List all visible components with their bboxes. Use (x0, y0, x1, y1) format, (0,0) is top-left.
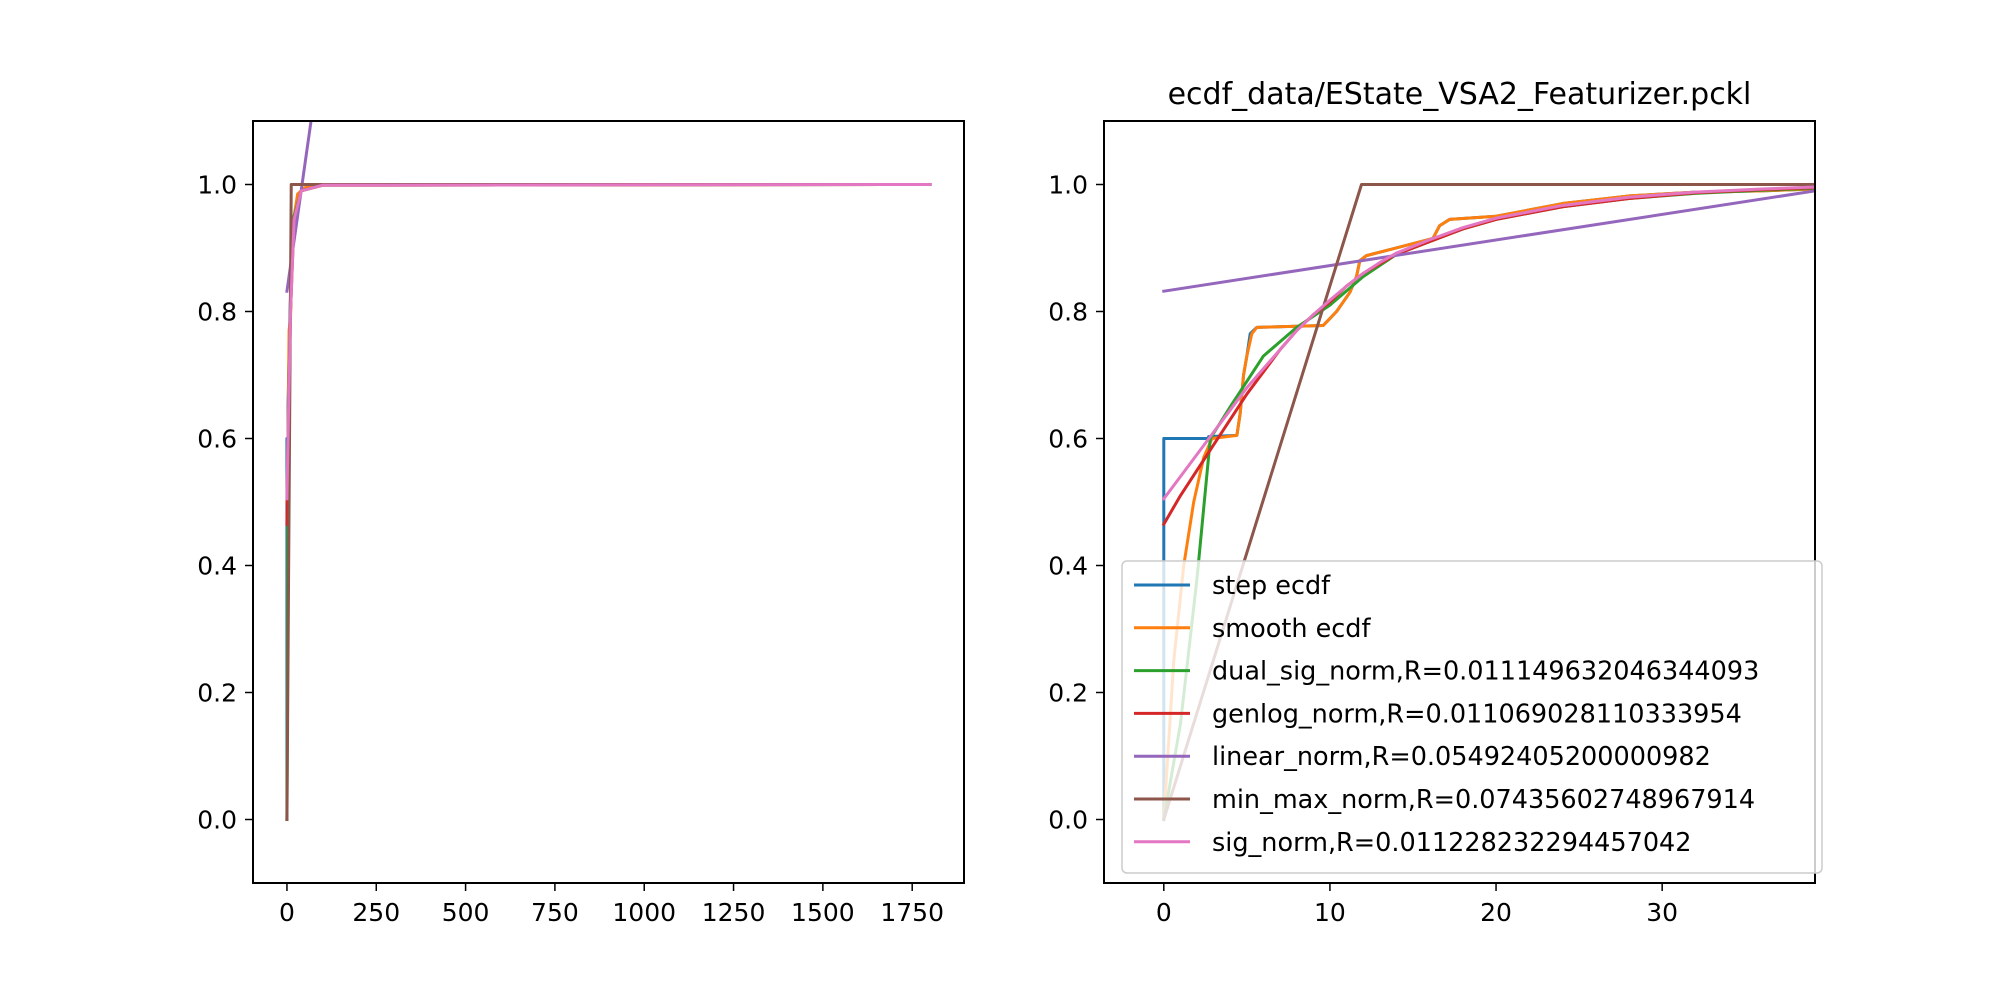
axes-frame (252, 120, 965, 884)
legend-label: step ecdf (1212, 571, 1331, 601)
x-tick-label: 250 (352, 898, 400, 927)
series-line-4 (1161, 186, 1815, 527)
x-tick-label: 750 (531, 898, 579, 927)
series-line-5 (1162, 189, 1815, 293)
y-tick-label: 0.2 (1048, 679, 1088, 708)
series-line-4 (285, 182, 932, 526)
legend-label: linear_norm,R=0.05492405200000982 (1212, 742, 1711, 772)
x-tick-label: 20 (1480, 898, 1512, 927)
y-tick-label: 0.0 (1048, 806, 1088, 835)
series-line-7 (1161, 185, 1815, 501)
axes-frame (1103, 120, 1816, 884)
legend-label: sig_norm,R=0.011228232294457042 (1212, 828, 1692, 858)
y-tick-label: 0.2 (197, 679, 237, 708)
x-tick-label: 0 (1156, 898, 1172, 927)
x-tick-label: 0 (279, 898, 295, 927)
x-tick-label: 1750 (880, 898, 944, 927)
series-line-1 (285, 183, 932, 821)
chart-title: ecdf_data/EState_VSA2_Featurizer.pckl (1168, 77, 1752, 112)
series-line-2 (1162, 187, 1815, 822)
y-tick-label: 0.4 (1048, 552, 1088, 581)
x-tick-label: 1250 (702, 898, 766, 927)
y-tick-label: 0.4 (197, 552, 237, 581)
chart-1: 0 250 500 750 1000 1250 1500 1750 0.0 0.2 0.4 0.6 0.… (197, 120, 965, 927)
x-tick-label: 500 (442, 898, 490, 927)
x-tick-label: 30 (1646, 898, 1678, 927)
x-tick-label: 10 (1314, 898, 1346, 927)
chart-2: 0 10 20 30 0.0 0.2 0.4 0.6 0.8 1.0 ecdf_data/EStat… (1048, 77, 1823, 927)
y-tick-label: 0.8 (1048, 298, 1088, 327)
series-line-2 (285, 182, 932, 504)
plot-area (285, 121, 932, 822)
y-tick-label: 0.6 (1048, 425, 1088, 454)
y-tick-label: 1.0 (197, 171, 237, 200)
legend-label: min_max_norm,R=0.07435602748967914 (1212, 785, 1755, 815)
legend-label: smooth ecdf (1212, 614, 1371, 644)
series-line-6 (285, 183, 932, 822)
y-tick-label: 0.6 (197, 425, 237, 454)
x-tick-label: 1000 (612, 898, 676, 927)
series-line-7 (285, 182, 932, 501)
y-tick-label: 0.0 (197, 806, 237, 835)
y-tick-label: 0.8 (197, 298, 237, 327)
series-line-3 (285, 182, 932, 822)
legend-box (1121, 560, 1823, 874)
legend: step ecdf smooth ecdf dual_sig_norm,R=0.01… (1121, 560, 1823, 874)
legend-label: genlog_norm,R=0.011069028110333954 (1212, 699, 1742, 729)
x-tick-label: 1500 (791, 898, 855, 927)
y-tick-label: 1.0 (1048, 171, 1088, 200)
legend-label: dual_sig_norm,R=0.011149632046344093 (1212, 657, 1759, 687)
